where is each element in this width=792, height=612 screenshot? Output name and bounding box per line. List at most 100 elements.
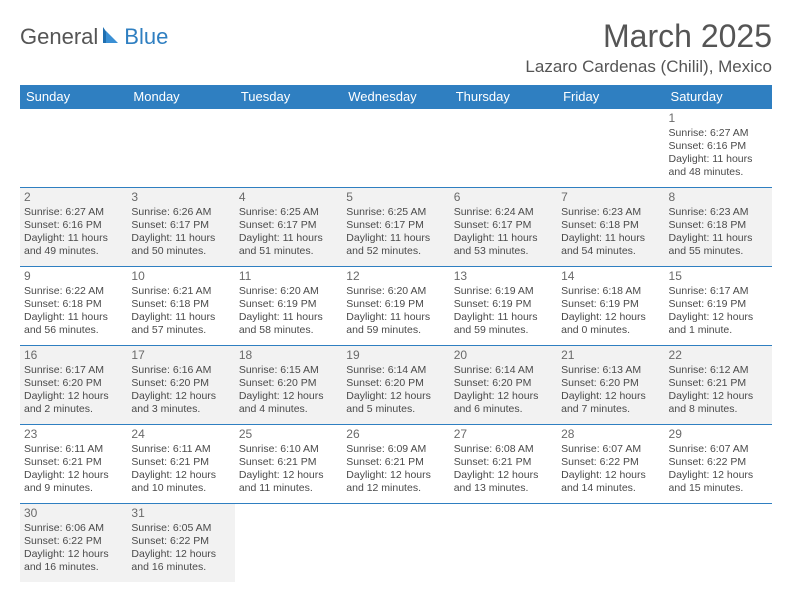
day-cell (342, 504, 449, 582)
day-number: 24 (131, 427, 230, 442)
day-cell: 12Sunrise: 6:20 AMSunset: 6:19 PMDayligh… (342, 267, 449, 345)
sunset-text: Sunset: 6:18 PM (24, 298, 123, 311)
week-row: 2Sunrise: 6:27 AMSunset: 6:16 PMDaylight… (20, 188, 772, 267)
day-cell (557, 109, 664, 187)
sunset-text: Sunset: 6:19 PM (239, 298, 338, 311)
day-cell: 26Sunrise: 6:09 AMSunset: 6:21 PMDayligh… (342, 425, 449, 503)
sunrise-text: Sunrise: 6:17 AM (24, 364, 123, 377)
sunset-text: Sunset: 6:20 PM (131, 377, 230, 390)
day-cell: 21Sunrise: 6:13 AMSunset: 6:20 PMDayligh… (557, 346, 664, 424)
day-cell: 25Sunrise: 6:10 AMSunset: 6:21 PMDayligh… (235, 425, 342, 503)
day-number: 26 (346, 427, 445, 442)
sunrise-text: Sunrise: 6:21 AM (131, 285, 230, 298)
day-number: 5 (346, 190, 445, 205)
daylight-text: Daylight: 11 hours and 52 minutes. (346, 232, 445, 258)
day-number: 20 (454, 348, 553, 363)
day-number: 11 (239, 269, 338, 284)
day-number: 13 (454, 269, 553, 284)
sunrise-text: Sunrise: 6:17 AM (669, 285, 768, 298)
day-number: 31 (131, 506, 230, 521)
month-title: March 2025 (525, 18, 772, 55)
day-number: 28 (561, 427, 660, 442)
sunset-text: Sunset: 6:16 PM (24, 219, 123, 232)
day-cell: 27Sunrise: 6:08 AMSunset: 6:21 PMDayligh… (450, 425, 557, 503)
day-cell: 8Sunrise: 6:23 AMSunset: 6:18 PMDaylight… (665, 188, 772, 266)
sunrise-text: Sunrise: 6:12 AM (669, 364, 768, 377)
day-cell: 23Sunrise: 6:11 AMSunset: 6:21 PMDayligh… (20, 425, 127, 503)
day-cell: 19Sunrise: 6:14 AMSunset: 6:20 PMDayligh… (342, 346, 449, 424)
daylight-text: Daylight: 12 hours and 4 minutes. (239, 390, 338, 416)
sunrise-text: Sunrise: 6:18 AM (561, 285, 660, 298)
day-cell: 16Sunrise: 6:17 AMSunset: 6:20 PMDayligh… (20, 346, 127, 424)
weekday-header: Friday (557, 85, 664, 109)
day-cell: 22Sunrise: 6:12 AMSunset: 6:21 PMDayligh… (665, 346, 772, 424)
daylight-text: Daylight: 12 hours and 14 minutes. (561, 469, 660, 495)
daylight-text: Daylight: 12 hours and 6 minutes. (454, 390, 553, 416)
day-cell (127, 109, 234, 187)
logo-text-2: Blue (124, 24, 168, 50)
sunrise-text: Sunrise: 6:24 AM (454, 206, 553, 219)
sunrise-text: Sunrise: 6:16 AM (131, 364, 230, 377)
daylight-text: Daylight: 12 hours and 2 minutes. (24, 390, 123, 416)
weekday-header: Monday (127, 85, 234, 109)
daylight-text: Daylight: 11 hours and 58 minutes. (239, 311, 338, 337)
sunset-text: Sunset: 6:20 PM (346, 377, 445, 390)
day-cell: 7Sunrise: 6:23 AMSunset: 6:18 PMDaylight… (557, 188, 664, 266)
sunset-text: Sunset: 6:16 PM (669, 140, 768, 153)
day-cell: 15Sunrise: 6:17 AMSunset: 6:19 PMDayligh… (665, 267, 772, 345)
day-cell (342, 109, 449, 187)
daylight-text: Daylight: 11 hours and 50 minutes. (131, 232, 230, 258)
day-number: 16 (24, 348, 123, 363)
location: Lazaro Cardenas (Chilil), Mexico (525, 57, 772, 77)
logo-sail-icon (100, 25, 122, 45)
sunrise-text: Sunrise: 6:14 AM (346, 364, 445, 377)
sunset-text: Sunset: 6:20 PM (24, 377, 123, 390)
daylight-text: Daylight: 11 hours and 54 minutes. (561, 232, 660, 258)
daylight-text: Daylight: 12 hours and 10 minutes. (131, 469, 230, 495)
logo: General Blue (20, 18, 168, 50)
sunrise-text: Sunrise: 6:07 AM (669, 443, 768, 456)
day-number: 12 (346, 269, 445, 284)
sunset-text: Sunset: 6:21 PM (239, 456, 338, 469)
day-cell: 1Sunrise: 6:27 AMSunset: 6:16 PMDaylight… (665, 109, 772, 187)
weeks-container: 1Sunrise: 6:27 AMSunset: 6:16 PMDaylight… (20, 109, 772, 582)
sunset-text: Sunset: 6:21 PM (454, 456, 553, 469)
day-number: 14 (561, 269, 660, 284)
day-cell (235, 504, 342, 582)
day-number: 6 (454, 190, 553, 205)
sunset-text: Sunset: 6:19 PM (561, 298, 660, 311)
week-row: 9Sunrise: 6:22 AMSunset: 6:18 PMDaylight… (20, 267, 772, 346)
sunrise-text: Sunrise: 6:07 AM (561, 443, 660, 456)
day-cell: 4Sunrise: 6:25 AMSunset: 6:17 PMDaylight… (235, 188, 342, 266)
sunrise-text: Sunrise: 6:10 AM (239, 443, 338, 456)
day-cell: 11Sunrise: 6:20 AMSunset: 6:19 PMDayligh… (235, 267, 342, 345)
daylight-text: Daylight: 12 hours and 9 minutes. (24, 469, 123, 495)
daylight-text: Daylight: 12 hours and 0 minutes. (561, 311, 660, 337)
calendar: Sunday Monday Tuesday Wednesday Thursday… (20, 85, 772, 582)
day-number: 2 (24, 190, 123, 205)
weekday-header: Tuesday (235, 85, 342, 109)
sunrise-text: Sunrise: 6:08 AM (454, 443, 553, 456)
day-cell: 9Sunrise: 6:22 AMSunset: 6:18 PMDaylight… (20, 267, 127, 345)
day-number: 30 (24, 506, 123, 521)
logo-text-1: General (20, 24, 98, 50)
day-number: 22 (669, 348, 768, 363)
day-cell: 18Sunrise: 6:15 AMSunset: 6:20 PMDayligh… (235, 346, 342, 424)
sunrise-text: Sunrise: 6:13 AM (561, 364, 660, 377)
sunset-text: Sunset: 6:22 PM (24, 535, 123, 548)
sunset-text: Sunset: 6:19 PM (669, 298, 768, 311)
day-cell: 10Sunrise: 6:21 AMSunset: 6:18 PMDayligh… (127, 267, 234, 345)
daylight-text: Daylight: 11 hours and 49 minutes. (24, 232, 123, 258)
day-number: 17 (131, 348, 230, 363)
day-number: 7 (561, 190, 660, 205)
sunset-text: Sunset: 6:17 PM (454, 219, 553, 232)
weekday-header: Wednesday (342, 85, 449, 109)
sunrise-text: Sunrise: 6:06 AM (24, 522, 123, 535)
day-cell: 13Sunrise: 6:19 AMSunset: 6:19 PMDayligh… (450, 267, 557, 345)
sunrise-text: Sunrise: 6:27 AM (24, 206, 123, 219)
day-cell: 6Sunrise: 6:24 AMSunset: 6:17 PMDaylight… (450, 188, 557, 266)
daylight-text: Daylight: 11 hours and 57 minutes. (131, 311, 230, 337)
day-cell: 5Sunrise: 6:25 AMSunset: 6:17 PMDaylight… (342, 188, 449, 266)
header: General Blue March 2025 Lazaro Cardenas … (20, 18, 772, 77)
sunset-text: Sunset: 6:21 PM (24, 456, 123, 469)
